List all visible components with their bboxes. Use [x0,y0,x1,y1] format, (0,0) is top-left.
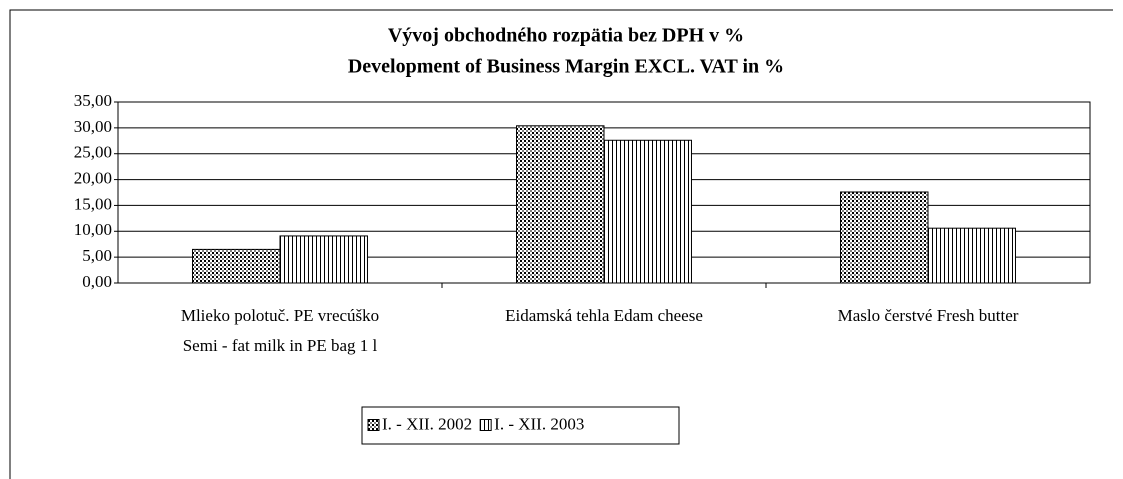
bar [192,248,281,284]
y-tick-label: 15,00 [74,194,112,213]
x-tick-label: Maslo čerstvé Fresh butter [838,306,1019,325]
x-tick-label: Eidamská tehla Edam cheese [505,306,703,325]
legend-label: I. - XII. 2003 [494,414,584,433]
legend-label: I. - XII. 2002 [382,414,472,433]
y-tick-label: 35,00 [74,91,112,110]
bar [279,235,368,284]
bar [516,125,605,284]
y-tick-label: 10,00 [74,220,112,239]
bar [840,191,929,284]
chart-title: Vývoj obchodného rozpätia bez DPH v % [388,25,744,47]
y-tick-label: 25,00 [74,143,112,162]
y-tick-label: 20,00 [74,168,112,187]
legend-swatch [479,419,492,431]
x-tick-label: Semi - fat milk in PE bag 1 l [183,336,378,355]
bar [603,139,692,284]
chart-subtitle: Development of Business Margin EXCL. VAT… [348,56,784,78]
x-tick-label: Mlieko polotuč. PE vrecúško [181,306,379,325]
frame [9,9,1113,479]
y-tick-label: 5,00 [82,246,112,265]
bar [927,227,1016,284]
y-tick-label: 0,00 [82,272,112,291]
y-tick-label: 30,00 [74,117,112,136]
legend-swatch [367,419,380,431]
legend-box [361,406,680,445]
